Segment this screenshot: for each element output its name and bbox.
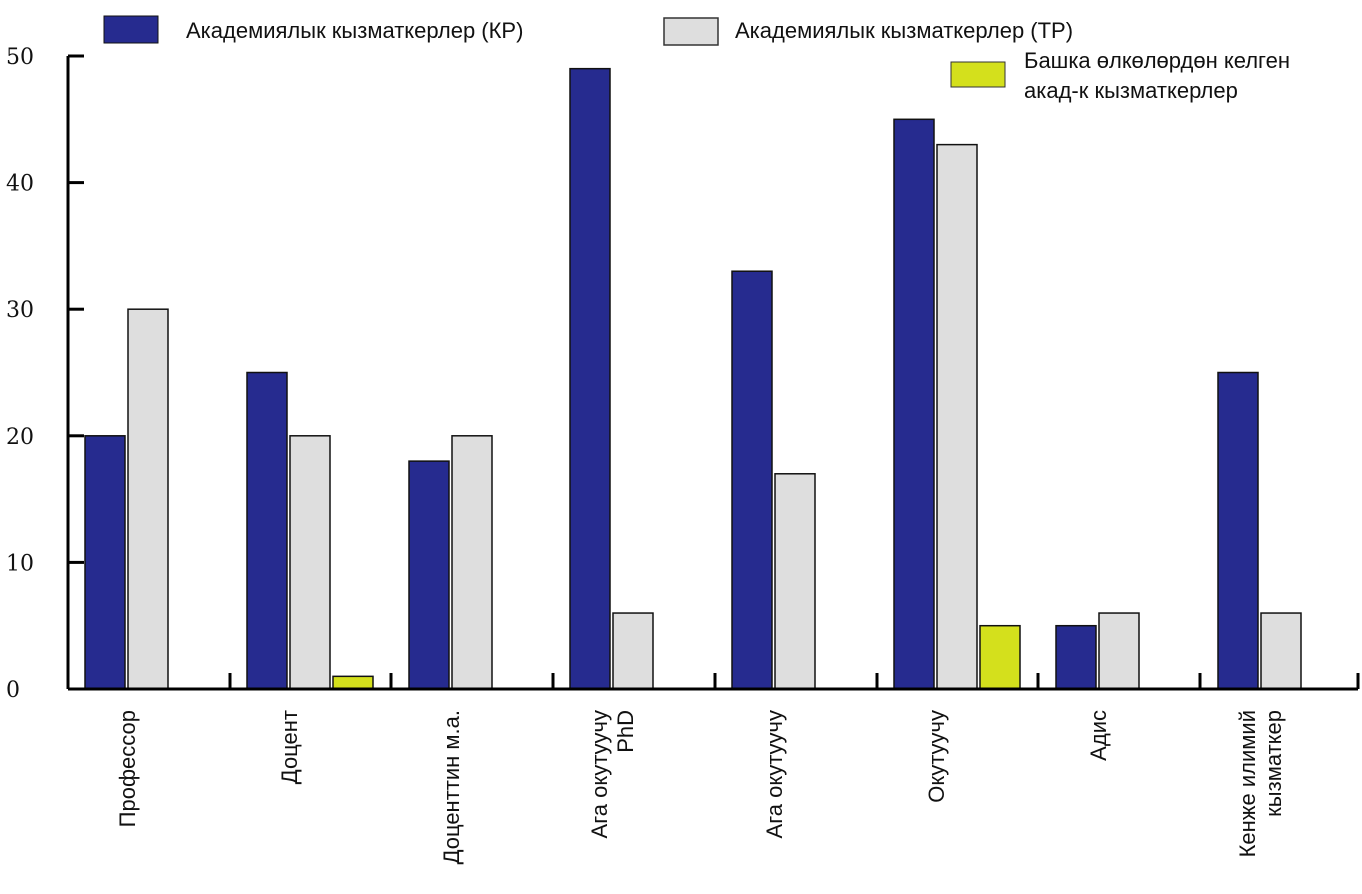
y-tick-label: 30 bbox=[6, 298, 34, 323]
legend-swatch-series-3 bbox=[950, 61, 1006, 88]
legend-label-series-3: акад-к кызматкерлер bbox=[1024, 78, 1238, 103]
bar-series-2 bbox=[289, 435, 331, 690]
bar-series-2 bbox=[127, 308, 169, 690]
bar-series-1 bbox=[731, 270, 773, 690]
x-category-label: Доцент bbox=[277, 710, 302, 784]
bar-series-2 bbox=[774, 473, 816, 690]
bar-series-2 bbox=[1098, 612, 1140, 690]
y-tick-label: 50 bbox=[6, 45, 34, 70]
bar-series-1 bbox=[569, 67, 611, 690]
y-tick-label: 10 bbox=[6, 551, 34, 576]
legend-label-series-1: Академиялык кызматкерлер (КР) bbox=[186, 18, 523, 43]
x-axis: Профессор Доцент Доценттин м.а. Ага окутууч… bbox=[68, 673, 1360, 864]
bar-series-1 bbox=[1055, 624, 1097, 690]
x-category-label: PhD bbox=[613, 710, 638, 753]
x-category-label: Доценттин м.а. bbox=[439, 710, 464, 864]
y-tick-label: 40 bbox=[6, 172, 34, 197]
bar-series-2 bbox=[936, 143, 978, 690]
bar-series-2 bbox=[1260, 612, 1302, 690]
bar-series-1 bbox=[1217, 371, 1259, 690]
y-tick-label: 20 bbox=[6, 425, 34, 450]
bar-series-3 bbox=[979, 624, 1021, 690]
legend: Академиялык кызматкерлер (КР) Академиялык… bbox=[103, 15, 1290, 103]
bar-series-1 bbox=[408, 460, 450, 690]
x-category-label: Профессор bbox=[115, 710, 140, 827]
legend-swatch-series-1 bbox=[103, 15, 159, 44]
x-category-label: Ага окутуучу bbox=[587, 710, 612, 838]
x-category-label: Кенже илимий bbox=[1235, 710, 1260, 857]
x-category-label: кызматкер bbox=[1261, 710, 1286, 817]
bar-series-1 bbox=[246, 371, 288, 690]
x-category-label: Окутуучу bbox=[924, 710, 949, 803]
bars bbox=[84, 67, 1302, 690]
legend-label-series-3: Башка өлкөлөрдөн келген bbox=[1024, 48, 1290, 73]
bar-series-1 bbox=[84, 435, 126, 690]
legend-label-series-2: Академиялык кызматкерлер (ТР) bbox=[735, 18, 1073, 43]
y-tick-label: 0 bbox=[6, 678, 20, 703]
x-category-label: Ага окутуучу bbox=[762, 710, 787, 838]
y-axis: 0 10 20 30 40 50 bbox=[6, 45, 84, 703]
bar-series-1 bbox=[893, 118, 935, 690]
x-category-label: Адис bbox=[1086, 710, 1111, 761]
bar-series-2 bbox=[451, 435, 493, 690]
bar-series-3 bbox=[332, 675, 374, 690]
legend-swatch-series-2 bbox=[663, 17, 719, 46]
bar-series-2 bbox=[612, 612, 654, 690]
